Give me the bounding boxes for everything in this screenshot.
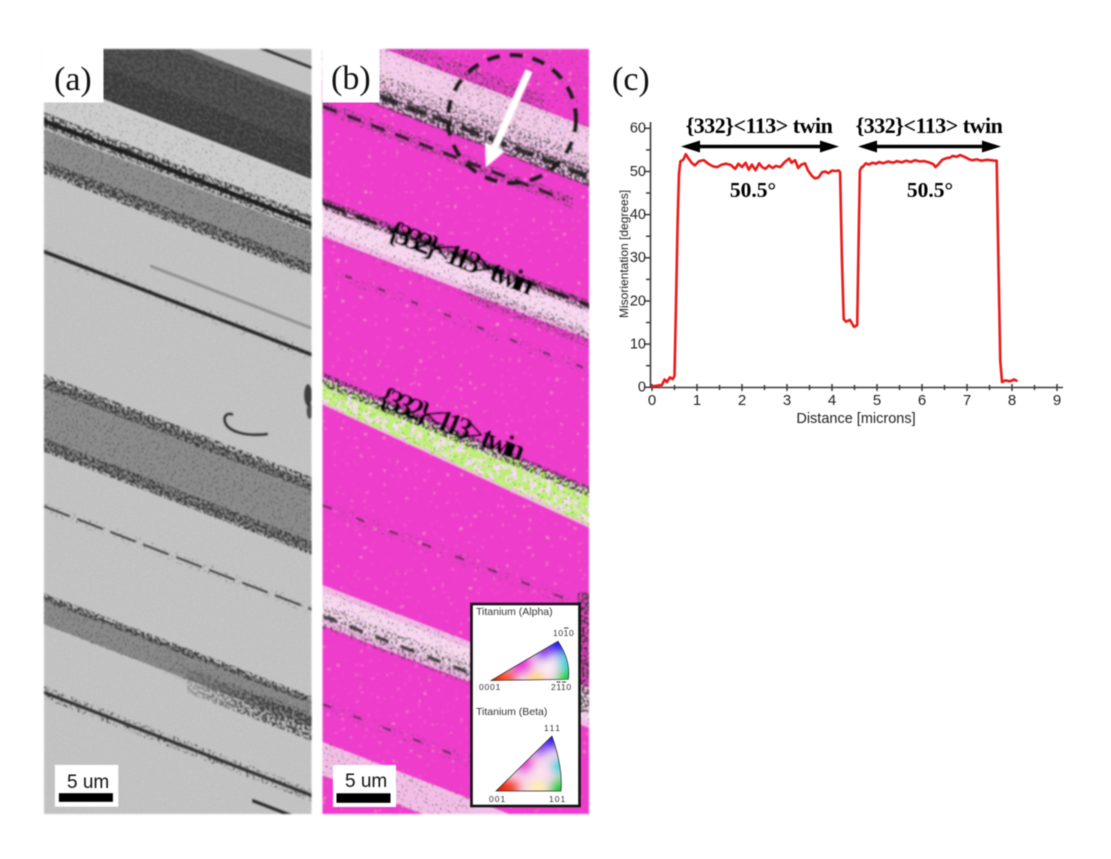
svg-text:40: 40 xyxy=(630,207,646,223)
svg-text:50.5°: 50.5° xyxy=(907,178,953,202)
svg-text:5 um: 5 um xyxy=(67,772,109,793)
svg-text:Titanium (Beta): Titanium (Beta) xyxy=(476,706,547,718)
svg-text:60: 60 xyxy=(630,121,646,137)
svg-text:101: 101 xyxy=(549,794,566,804)
svg-text:0: 0 xyxy=(648,392,656,409)
svg-text:Titanium (Alpha): Titanium (Alpha) xyxy=(476,606,553,618)
svg-text:3: 3 xyxy=(783,392,791,409)
svg-text:20: 20 xyxy=(630,293,646,309)
svg-text:50: 50 xyxy=(630,164,646,180)
svg-text:(b): (b) xyxy=(331,60,371,97)
svg-text:7: 7 xyxy=(963,392,971,409)
svg-text:{332}<113> twin: {332}<113> twin xyxy=(856,113,1003,138)
svg-text:1010: 1010 xyxy=(553,628,574,638)
svg-text:5: 5 xyxy=(873,392,881,409)
svg-text:0: 0 xyxy=(638,380,646,396)
svg-text:10: 10 xyxy=(630,336,646,352)
svg-text:50.5°: 50.5° xyxy=(730,178,776,202)
svg-text:6: 6 xyxy=(918,392,926,409)
svg-text:8: 8 xyxy=(1008,392,1016,409)
svg-text:{332}<113> twin: {332}<113> twin xyxy=(686,113,833,138)
svg-text:30: 30 xyxy=(630,250,646,266)
svg-text:4: 4 xyxy=(828,392,836,409)
svg-text:(a): (a) xyxy=(54,61,92,98)
svg-text:Misorientation [degrees]: Misorientation [degrees] xyxy=(617,190,631,318)
svg-text:2110: 2110 xyxy=(551,682,572,692)
svg-text:1: 1 xyxy=(693,392,701,409)
svg-text:9: 9 xyxy=(1053,392,1061,409)
svg-text:2: 2 xyxy=(738,392,746,409)
svg-text:(c): (c) xyxy=(612,61,650,98)
svg-text:001: 001 xyxy=(489,794,506,804)
svg-text:Distance [microns]: Distance [microns] xyxy=(796,411,915,427)
svg-text:5 um: 5 um xyxy=(345,771,387,792)
svg-text:111: 111 xyxy=(544,723,561,733)
svg-text:0001: 0001 xyxy=(479,682,501,692)
